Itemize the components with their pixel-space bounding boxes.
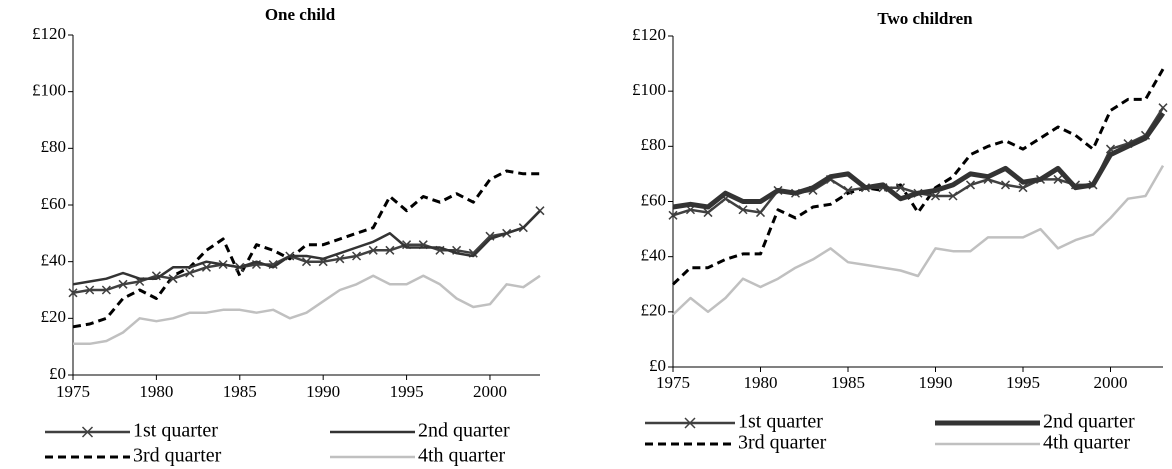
y-tick-label: £100	[32, 81, 66, 100]
series-marker	[168, 274, 178, 284]
y-tick-label: £60	[641, 190, 667, 209]
legend-label: 4th quarter	[418, 445, 506, 467]
series-marker	[101, 285, 111, 295]
x-tick-label: 1990	[306, 382, 340, 401]
x-tick-label: 2000	[1094, 373, 1128, 392]
x-tick-label: 1980	[744, 373, 778, 392]
series-marker	[85, 285, 95, 295]
chart-title: One child	[265, 5, 336, 24]
y-tick-label: £80	[41, 137, 67, 156]
series-marker	[1018, 183, 1028, 193]
series-marker	[703, 208, 713, 218]
series-line	[72, 209, 541, 286]
x-tick-label: 1985	[223, 382, 257, 401]
series-marker	[1000, 180, 1011, 190]
legend-label: 4th quarter	[1043, 432, 1131, 454]
series-marker	[738, 205, 748, 215]
x-tick-label: 1975	[656, 373, 690, 392]
legend-label: 3rd quarter	[738, 432, 827, 454]
series-line	[73, 274, 541, 346]
y-tick-label: £0	[49, 364, 66, 383]
y-tick-label: £0	[649, 356, 666, 375]
series-line	[672, 164, 1165, 316]
series-line	[672, 111, 1166, 210]
series-marker	[301, 257, 312, 267]
x-tick-label: 1995	[1006, 373, 1040, 392]
y-tick-label: £40	[41, 251, 67, 270]
y-tick-label: £20	[641, 301, 667, 320]
series-marker	[668, 210, 678, 220]
series-marker	[895, 183, 906, 193]
series-line	[72, 209, 541, 295]
y-tick-label: £20	[41, 307, 67, 326]
y-tick-label: £120	[632, 25, 666, 44]
series-marker	[118, 279, 128, 289]
series-marker	[1158, 103, 1168, 113]
series-marker	[352, 251, 362, 261]
series-marker	[843, 185, 853, 195]
series-marker	[335, 254, 345, 264]
legend-marker	[684, 417, 696, 429]
y-tick-label: £60	[41, 194, 67, 213]
series-marker	[201, 262, 211, 272]
y-tick-label: £80	[641, 135, 667, 154]
x-tick-label: 2000	[473, 382, 507, 401]
y-tick-label: £120	[32, 24, 66, 43]
series-marker	[185, 268, 195, 278]
x-tick-label: 1990	[919, 373, 953, 392]
legend-label: 3rd quarter	[133, 445, 222, 467]
series-marker	[1053, 174, 1063, 184]
x-tick-label: 1975	[56, 382, 90, 401]
legend-label: 1st quarter	[133, 420, 218, 442]
legend-marker	[81, 426, 94, 438]
series-marker	[948, 191, 958, 201]
legend-label: 2nd quarter	[1043, 411, 1135, 433]
series-marker	[368, 245, 378, 255]
series-marker	[385, 245, 395, 255]
legend-label: 1st quarter	[738, 411, 823, 433]
series-marker	[755, 208, 766, 218]
x-tick-label: 1985	[831, 373, 865, 392]
chart-title: Two children	[877, 9, 973, 28]
legend-label: 2nd quarter	[418, 420, 510, 442]
series-marker	[965, 180, 976, 190]
series-line	[671, 68, 1165, 286]
y-tick-label: £100	[632, 80, 666, 99]
series-marker	[68, 288, 78, 298]
x-tick-label: 1995	[390, 382, 424, 401]
y-tick-label: £40	[641, 246, 667, 265]
x-tick-label: 1980	[139, 382, 173, 401]
series-line	[72, 169, 540, 329]
